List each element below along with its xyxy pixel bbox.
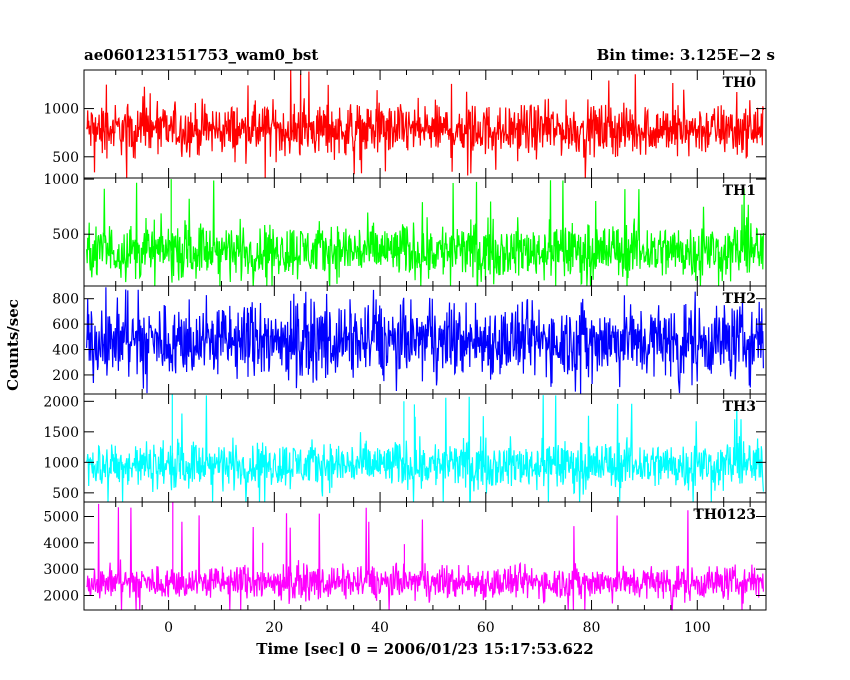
panel-th3: TH3 500 1000 1500 2000 bbox=[43, 393, 767, 503]
y-tick-label: 2000 bbox=[43, 589, 79, 605]
y-tick-label: 600 bbox=[52, 317, 79, 333]
panel-label-th0: TH0 bbox=[723, 75, 757, 91]
panel-label-th2: TH2 bbox=[723, 291, 756, 307]
panel-frame bbox=[83, 501, 767, 611]
panel-th1: TH1 500 1000 bbox=[43, 172, 767, 287]
chart-title: ae060123151753_wam0_bst bbox=[84, 46, 318, 64]
y-tick-label: 400 bbox=[52, 343, 79, 359]
x-tick-label: 0 bbox=[164, 620, 173, 636]
x-tick-label: 80 bbox=[583, 620, 601, 636]
y-tick-label: 800 bbox=[52, 292, 79, 308]
x-tick-label: 100 bbox=[684, 620, 711, 636]
panel-label-th3: TH3 bbox=[723, 399, 756, 415]
series-line-th0123 bbox=[86, 502, 764, 611]
series-line-th3 bbox=[86, 394, 764, 503]
series-line-th2 bbox=[86, 287, 764, 395]
y-tick-label: 5000 bbox=[43, 509, 79, 525]
panel-th2: TH2 200 400 600 800 bbox=[52, 285, 767, 395]
panels-group: TH05001000TH15001000TH2200400600800TH350… bbox=[43, 69, 767, 636]
y-tick-label: 4000 bbox=[43, 536, 79, 552]
y-tick-label: 1000 bbox=[43, 455, 79, 471]
bin-time-label: Bin time: 3.125E−2 s bbox=[597, 46, 775, 64]
series-line-th0 bbox=[86, 70, 764, 179]
panel-th0: TH0 500 1000 bbox=[43, 69, 767, 179]
y-tick-label: 2000 bbox=[43, 394, 79, 410]
x-tick-label: 20 bbox=[265, 620, 283, 636]
y-tick-label: 1000 bbox=[43, 102, 79, 118]
y-tick-label: 500 bbox=[52, 227, 79, 243]
y-tick-label: 1500 bbox=[43, 425, 79, 441]
panel-label-th1: TH1 bbox=[723, 183, 756, 199]
x-tick-label: 60 bbox=[477, 620, 495, 636]
y-tick-label: 1000 bbox=[43, 172, 79, 188]
panel-frame bbox=[83, 393, 767, 503]
y-tick-label: 3000 bbox=[43, 562, 79, 578]
x-tick-label: 40 bbox=[371, 620, 389, 636]
x-axis-label: Time [sec] 0 = 2006/01/23 15:17:53.622 bbox=[256, 640, 593, 658]
y-tick-label: 500 bbox=[52, 486, 79, 502]
y-tick-label: 200 bbox=[52, 368, 79, 384]
y-axis-label: Counts/sec bbox=[4, 299, 22, 391]
y-tick-label: 500 bbox=[52, 150, 79, 166]
panel-label-th0123: TH0123 bbox=[693, 507, 756, 523]
panel-th0123: TH0123 2000 3000 4000 5000 bbox=[43, 501, 767, 611]
series-line-th1 bbox=[86, 179, 764, 287]
